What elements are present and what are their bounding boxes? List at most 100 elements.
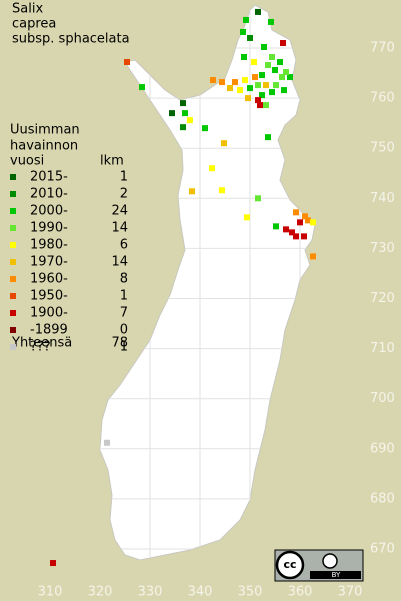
observation-square — [279, 74, 285, 81]
y-tick-label: 670 — [370, 542, 395, 557]
legend: Uusimman havainnon vuosi lkm Yhteensä 78… — [10, 123, 128, 355]
legend-label: 1990- — [30, 221, 68, 236]
legend-label: -1899 — [30, 323, 68, 338]
observation-square — [289, 229, 295, 236]
y-tick-label: 730 — [370, 241, 395, 256]
legend-count: 24 — [111, 204, 128, 219]
observation-square — [124, 59, 130, 66]
observation-square — [245, 95, 251, 102]
title-line: caprea — [12, 17, 56, 32]
observation-square — [202, 125, 208, 132]
legend-label: 2010- — [30, 187, 68, 202]
observation-square — [263, 82, 269, 89]
observation-square — [219, 187, 225, 194]
cc-text: cc — [283, 558, 296, 571]
legend-swatch — [10, 225, 16, 231]
by-icon — [322, 553, 338, 569]
legend-count: 1 — [120, 170, 128, 185]
observation-square — [50, 560, 56, 567]
observation-square — [293, 233, 299, 240]
observation-square — [187, 117, 193, 124]
observation-square — [104, 439, 110, 446]
observation-square — [232, 79, 238, 86]
observation-square — [287, 74, 293, 81]
observation-square — [240, 28, 246, 35]
observation-square — [265, 134, 271, 141]
observation-square — [277, 59, 283, 66]
x-tick-label: 320 — [88, 585, 113, 600]
observation-square — [273, 82, 279, 89]
observation-square — [210, 77, 216, 84]
observation-square — [209, 165, 215, 172]
x-tick-label: 310 — [38, 585, 63, 600]
observation-square — [281, 87, 287, 94]
observation-square — [242, 77, 248, 84]
observation-square — [189, 188, 195, 195]
observation-square — [302, 213, 308, 220]
observation-square — [273, 223, 279, 230]
observation-square — [255, 82, 261, 89]
observation-square — [169, 110, 175, 117]
observation-square — [310, 219, 316, 226]
x-tick-label: 340 — [188, 585, 213, 600]
observation-square — [237, 87, 243, 94]
x-tick-label: 330 — [138, 585, 163, 600]
observation-square — [283, 69, 289, 76]
x-tick-label: 350 — [238, 585, 263, 600]
legend-label: 2000- — [30, 204, 68, 219]
observation-square — [241, 54, 247, 61]
observation-square — [247, 34, 253, 41]
legend-count: 14 — [111, 255, 128, 270]
title-line: subsp. sphacelata — [12, 32, 130, 47]
observation-square — [219, 79, 225, 86]
title: Salix caprea subsp. sphacelata — [12, 2, 130, 47]
y-tick-label: 740 — [370, 191, 395, 206]
legend-count: 2 — [120, 187, 128, 202]
observation-square — [269, 54, 275, 61]
legend-label: 1960- — [30, 272, 68, 287]
observation-square — [182, 110, 188, 117]
legend-label: 1980- — [30, 238, 68, 253]
y-tick-label: 750 — [370, 141, 395, 156]
observation-square — [265, 62, 271, 69]
y-tick-label: 720 — [370, 291, 395, 306]
y-tick-label: 710 — [370, 341, 395, 356]
legend-label: 2015- — [30, 170, 68, 185]
legend-title: vuosi — [10, 154, 44, 169]
observation-square — [252, 74, 258, 81]
y-tick-label: 760 — [370, 91, 395, 106]
observation-square — [297, 219, 303, 226]
observation-square — [269, 89, 275, 96]
observation-square — [251, 59, 257, 66]
legend-label: 1950- — [30, 289, 68, 304]
x-tick-label: 370 — [338, 585, 363, 600]
legend-swatch — [10, 344, 16, 350]
legend-count: 8 — [120, 272, 128, 287]
title-line: Salix — [12, 2, 43, 17]
observation-square — [257, 102, 263, 109]
legend-label: 1900- — [30, 306, 68, 321]
legend-total-label: Yhteensä — [11, 336, 72, 351]
observation-square — [259, 72, 265, 79]
observation-square — [221, 140, 227, 147]
legend-title: Uusimman — [10, 123, 80, 138]
observation-square — [310, 253, 316, 260]
cc-logo — [275, 550, 305, 580]
legend-swatch — [10, 293, 16, 299]
observation-square — [243, 16, 249, 23]
observation-square — [259, 92, 265, 99]
observation-square — [180, 124, 186, 131]
observation-square — [283, 226, 289, 233]
observation-square — [268, 18, 274, 25]
license-badge: cc BY — [274, 549, 364, 582]
legend-swatch — [10, 191, 16, 197]
observation-square — [139, 84, 145, 91]
observation-square — [301, 233, 307, 240]
finland-outline — [99, 4, 316, 561]
legend-count: 1 — [120, 289, 128, 304]
legend-count: 0 — [120, 323, 128, 338]
observation-square — [261, 43, 267, 50]
legend-swatch — [10, 242, 16, 248]
legend-count: 6 — [120, 238, 128, 253]
